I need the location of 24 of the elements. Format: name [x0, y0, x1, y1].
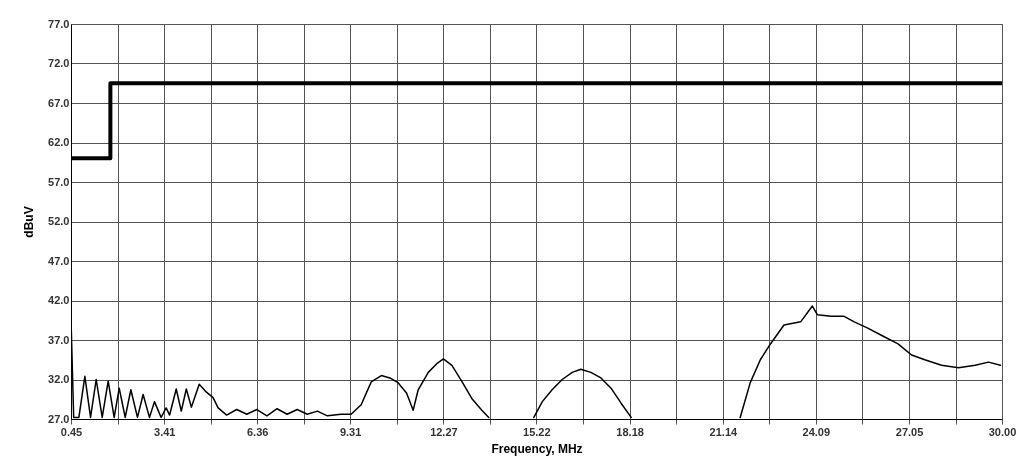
y-tick-label: 27.0 — [48, 412, 70, 425]
x-tick-label: 18.18 — [616, 425, 644, 438]
y-tick-label: 67.0 — [48, 96, 70, 109]
x-tick-label: 6.36 — [246, 425, 269, 438]
x-axis-title: Frequency, MHz — [491, 441, 583, 456]
y-tick-label: 57.0 — [48, 175, 70, 188]
x-tick-label: 12.27 — [430, 425, 458, 438]
x-tick-label: 9.31 — [339, 425, 362, 438]
y-tick-label: 62.0 — [48, 136, 70, 148]
y-tick-label: 32.0 — [48, 373, 70, 385]
y-tick-label: 47.0 — [48, 254, 70, 267]
x-tick-label: 24.09 — [802, 425, 831, 438]
y-tick-label: 72.0 — [48, 57, 70, 69]
x-tick-label: 15.22 — [523, 425, 551, 438]
x-tick-label: 30.00 — [988, 425, 1017, 438]
x-tick-label: 0.45 — [60, 425, 83, 438]
y-tick-label: 77.0 — [48, 17, 70, 30]
x-tick-label: 27.05 — [895, 425, 924, 438]
y-tick-label: 42.0 — [48, 294, 70, 306]
x-tick-label: 3.41 — [154, 425, 176, 438]
y-tick-label: 52.0 — [48, 215, 70, 227]
y-axis-title: dBuV — [22, 206, 37, 238]
x-tick-label: 21.14 — [709, 425, 738, 438]
y-tick-label: 37.0 — [48, 333, 70, 346]
